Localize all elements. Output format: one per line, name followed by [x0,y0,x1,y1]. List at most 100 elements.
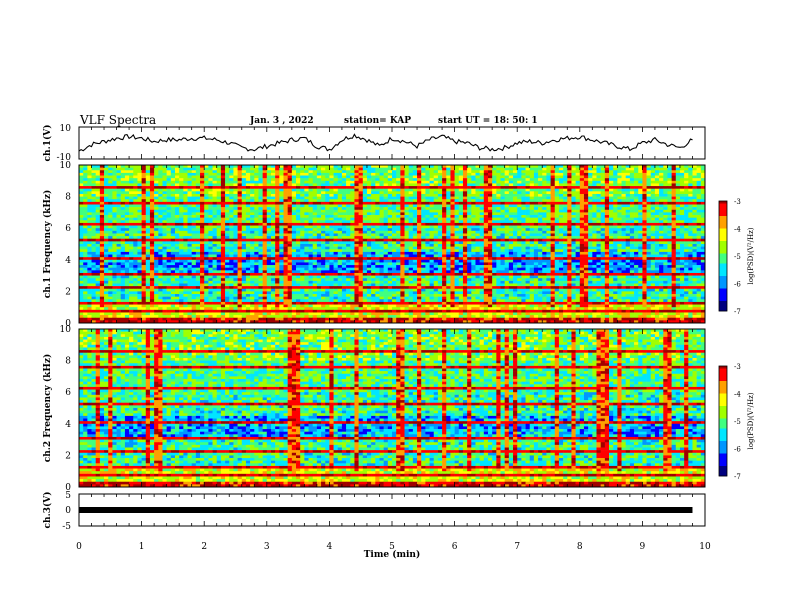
spectrogram-cell [508,217,514,221]
spectrogram-cell [220,201,226,205]
spectrogram-cell [333,222,339,226]
spectrogram-cell [270,172,276,176]
spectrogram-cell [266,225,272,229]
spectrogram-cell [208,241,213,245]
spectrogram-cell [258,246,263,250]
spectrogram-cell [200,230,205,234]
spectrogram-cell [450,246,455,250]
spectrogram-cell [183,196,188,200]
spectrogram-cell [442,172,447,176]
spectrogram-cell [229,199,234,203]
spectrogram-cell [617,233,622,237]
spectrogram-cell [287,180,293,184]
spectrogram-cell [479,244,485,247]
spectrogram-cell [187,230,192,234]
spectrogram-cell [308,228,313,232]
spectrogram-cell [663,228,668,232]
spectrogram-cell [212,212,218,216]
spectrogram-cell [583,241,589,245]
spectrogram-cell [112,249,117,253]
spectrogram-cell [583,191,589,195]
spectrogram-cell [183,167,188,171]
spectrogram-cell [496,220,501,224]
spectrogram-cell [588,220,593,224]
spectrogram-cell [396,170,401,174]
spectrogram-cell [542,191,547,195]
spectrogram-cell [241,212,247,216]
spectrogram-cell [671,188,677,192]
spectrogram-cell [366,183,372,187]
spectrogram-cell [408,180,414,184]
spectrogram-cell [333,228,339,232]
spectrogram-cell [604,178,610,182]
spectrogram-cell [583,212,589,216]
spectrogram-cell [270,215,276,218]
spectrogram-cell [283,183,288,187]
spectrogram-cell [371,199,376,203]
spectrogram-cell [700,212,706,216]
spectrogram-cell [358,233,364,237]
spectrogram-cell [600,246,606,250]
spectrogram-cell [600,180,606,184]
spectrogram-cell [341,228,347,232]
spectrogram-cell [174,238,180,242]
spectrogram-cell [588,222,593,226]
spectrogram-cell [492,230,497,234]
spectrogram-cell [116,225,122,229]
spectrogram-cell [421,244,426,247]
spectrogram-cell [575,175,581,179]
spectrogram-cell [341,217,347,221]
spectrogram-cell [621,191,626,195]
spectrogram-cell [450,201,455,205]
spectrogram-cell [133,249,138,253]
spectrogram-cell [208,228,213,232]
spectrogram-cell [195,180,201,184]
spectrogram-cell [337,201,343,205]
spectrogram-cell [362,220,368,224]
spectrogram-cell [579,220,585,224]
spectrogram-cell [613,217,618,221]
spectrogram-cell [133,199,138,203]
spectrogram-cell [546,244,551,247]
spectrogram-cell [383,220,389,224]
spectrogram-cell [124,249,130,253]
spectrogram-cell [341,207,347,211]
spectrogram-cell [296,241,301,245]
spectrogram-cell [245,230,251,234]
spectrogram-cell [521,212,526,216]
spectrogram-cell [162,230,167,234]
spectrogram-cell [417,180,422,184]
spectrogram-cell [663,215,668,218]
spectrogram-cell [625,199,631,203]
spectrogram-cell [250,209,255,213]
spectrogram-cell [679,222,685,226]
spectrogram-cell [475,165,480,168]
spectrogram-cell [454,193,460,197]
spectrogram-cell [446,175,451,179]
spectrogram-cell [446,201,451,205]
spectrogram-cell [421,193,426,197]
spectrogram-cell [609,230,614,234]
spectrogram-cell [642,172,647,176]
spectrogram-cell [521,238,526,242]
spectrogram-cell [446,222,451,226]
spectrogram-cell [241,165,247,168]
spectrogram-cell [546,220,551,224]
spectrogram-cell [571,196,576,200]
spectrogram-cell [108,225,113,229]
spectrogram-cell [654,196,660,200]
spectrogram-cell [108,183,113,187]
spectrogram-cell [154,251,159,255]
spectrogram-cell [346,175,351,179]
spectrogram-cell [642,244,647,247]
spectrogram-cell [133,188,138,192]
spectrogram-cell [350,212,355,216]
spectrogram-cell [575,222,581,226]
spectrogram-cell [592,236,597,240]
spectrogram-cell [450,209,455,213]
spectrogram-cell [387,180,393,184]
spectrogram-cell [421,201,426,205]
spectrogram-cell [458,207,464,211]
spectrogram-cell [467,246,472,250]
spectrogram-cell [262,165,268,168]
